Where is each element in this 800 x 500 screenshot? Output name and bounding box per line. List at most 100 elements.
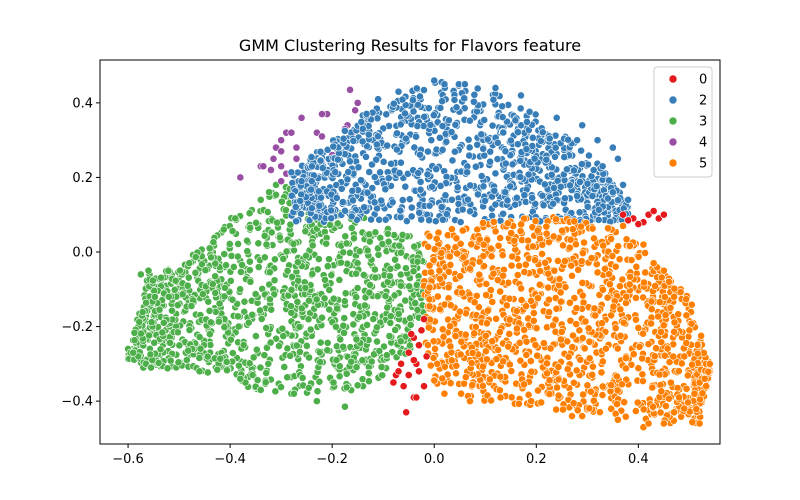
y-tick-label: −0.4: [61, 395, 93, 410]
point-cluster-5: [425, 295, 434, 304]
point-cluster-5: [568, 271, 576, 280]
point-cluster-4: [318, 132, 326, 141]
point-cluster-2: [523, 118, 531, 126]
point-cluster-5: [456, 272, 465, 281]
point-cluster-5: [433, 359, 442, 368]
point-cluster-3: [260, 231, 269, 240]
point-cluster-5: [543, 359, 551, 368]
point-cluster-5: [649, 402, 657, 411]
point-cluster-3: [332, 322, 340, 331]
point-cluster-2: [471, 162, 480, 171]
point-cluster-5: [430, 245, 439, 254]
point-cluster-3: [315, 377, 324, 386]
point-cluster-5: [627, 256, 636, 264]
point-cluster-5: [660, 351, 669, 360]
point-cluster-3: [305, 353, 313, 362]
point-cluster-2: [524, 170, 533, 179]
point-cluster-5: [598, 357, 607, 366]
point-cluster-3: [297, 304, 306, 313]
point-cluster-5: [666, 378, 675, 387]
point-cluster-3: [209, 238, 218, 247]
point-cluster-2: [539, 201, 548, 210]
point-cluster-5: [520, 326, 529, 334]
point-cluster-5: [517, 296, 526, 304]
point-cluster-3: [302, 251, 311, 260]
point-cluster-3: [245, 359, 254, 368]
x-tick-label: 0.4: [628, 452, 649, 467]
point-cluster-2: [585, 151, 593, 160]
point-cluster-2: [553, 176, 562, 185]
point-cluster-2: [573, 192, 581, 200]
point-cluster-5: [590, 234, 598, 243]
point-cluster-2: [528, 133, 537, 142]
point-cluster-2: [416, 92, 424, 101]
point-cluster-4: [267, 166, 275, 174]
point-cluster-0: [394, 367, 403, 376]
point-cluster-5: [452, 369, 460, 378]
y-tick-label: 0.4: [72, 96, 93, 111]
point-cluster-4: [297, 113, 306, 122]
point-cluster-5: [515, 338, 524, 347]
point-cluster-5: [554, 375, 563, 384]
point-cluster-2: [291, 203, 300, 211]
point-cluster-2: [409, 96, 417, 105]
point-cluster-2: [389, 99, 398, 108]
point-cluster-2: [370, 198, 379, 207]
point-cluster-2: [437, 203, 446, 212]
point-cluster-5: [559, 405, 567, 414]
point-cluster-3: [364, 377, 373, 386]
point-cluster-3: [313, 387, 322, 396]
point-cluster-0: [412, 393, 421, 402]
point-cluster-2: [474, 190, 482, 199]
point-cluster-3: [395, 241, 404, 250]
point-cluster-5: [537, 398, 546, 407]
point-cluster-3: [205, 306, 214, 315]
point-cluster-5: [622, 235, 631, 244]
point-cluster-2: [575, 208, 584, 217]
point-cluster-2: [605, 176, 613, 185]
point-cluster-3: [373, 323, 381, 332]
point-cluster-5: [572, 304, 581, 313]
point-cluster-5: [626, 272, 634, 281]
point-cluster-2: [583, 179, 592, 188]
point-cluster-3: [215, 317, 223, 326]
point-cluster-2: [480, 151, 489, 160]
point-cluster-0: [634, 220, 643, 228]
point-cluster-2: [348, 186, 357, 195]
point-cluster-2: [344, 168, 353, 176]
point-cluster-2: [450, 96, 459, 104]
point-cluster-2: [436, 182, 445, 190]
point-cluster-0: [409, 356, 418, 365]
legend-label-2: 2: [699, 94, 707, 109]
point-cluster-2: [431, 217, 440, 226]
point-cluster-5: [503, 219, 512, 228]
point-cluster-5: [614, 415, 622, 424]
point-cluster-2: [578, 160, 586, 168]
point-cluster-3: [347, 224, 356, 232]
point-cluster-3: [245, 257, 254, 266]
point-cluster-2: [614, 154, 622, 163]
point-cluster-5: [569, 399, 578, 408]
point-cluster-3: [246, 277, 255, 286]
point-cluster-2: [307, 177, 316, 186]
point-cluster-3: [350, 234, 358, 243]
point-cluster-2: [578, 121, 587, 130]
point-cluster-3: [280, 363, 289, 371]
point-cluster-5: [494, 346, 503, 354]
point-cluster-3: [305, 296, 313, 305]
point-cluster-3: [384, 237, 393, 246]
point-cluster-3: [222, 261, 230, 270]
point-cluster-5: [488, 298, 497, 306]
point-cluster-5: [453, 249, 462, 258]
point-cluster-3: [333, 219, 342, 228]
point-cluster-3: [313, 265, 322, 274]
point-cluster-5: [488, 337, 497, 346]
point-cluster-2: [372, 155, 381, 164]
point-cluster-2: [297, 190, 306, 199]
point-cluster-3: [401, 296, 410, 305]
point-cluster-5: [531, 341, 540, 349]
point-cluster-3: [164, 266, 173, 275]
point-cluster-5: [639, 240, 648, 249]
point-cluster-5: [598, 382, 607, 391]
